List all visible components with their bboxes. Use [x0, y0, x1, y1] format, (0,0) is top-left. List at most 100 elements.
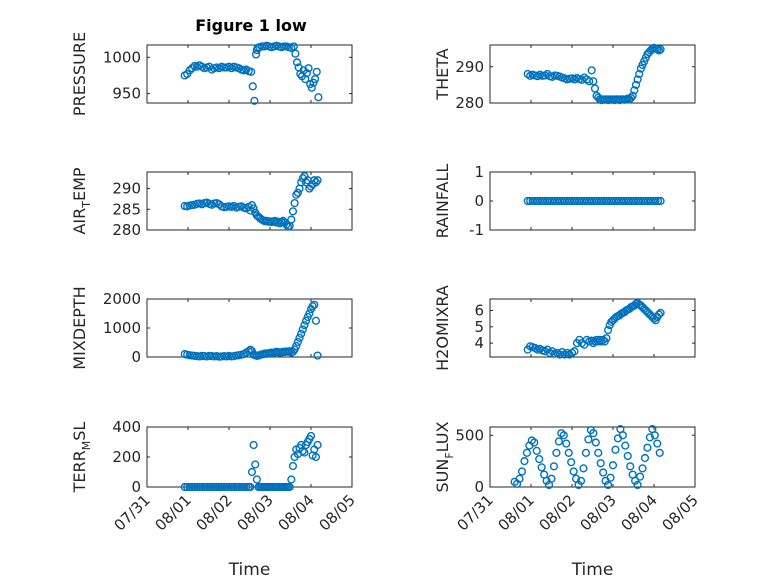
data-point: [298, 325, 307, 334]
data-point: [628, 91, 637, 100]
data-point: [522, 448, 532, 457]
data-point: [626, 462, 635, 471]
data-point: [288, 207, 298, 216]
data-point: [577, 75, 586, 84]
data-series: [180, 41, 323, 105]
data-point: [311, 452, 321, 462]
data-point: [287, 475, 296, 484]
y-tick-label: 280: [455, 94, 484, 112]
data-point: [310, 300, 319, 309]
data-point: [305, 309, 314, 318]
data-point: [603, 480, 613, 490]
data-point: [285, 347, 294, 356]
data-point: [655, 448, 664, 457]
data-point: [579, 464, 588, 473]
subplot-h2omixra: 456 H2OMIXRA: [433, 285, 696, 371]
y-tick-label: 1: [474, 163, 484, 181]
data-point: [623, 451, 632, 461]
data-point: [185, 66, 194, 75]
data-point: [589, 77, 598, 86]
data-point: [287, 215, 296, 224]
y-axis-label: THETA: [433, 48, 452, 100]
data-point: [569, 467, 578, 476]
data-point: [554, 437, 563, 446]
data-point: [638, 464, 647, 473]
data-series: [510, 424, 664, 490]
data-point: [246, 482, 255, 492]
data-point: [555, 350, 564, 359]
y-axis-label: SUNFLUX: [433, 421, 456, 492]
data-point: [304, 64, 313, 73]
y-axis-label: TERRMSL: [70, 422, 93, 494]
y-tick-label: 4: [474, 334, 484, 352]
y-tick-label: 0: [131, 478, 141, 496]
data-point: [301, 316, 311, 325]
data-series: [180, 172, 322, 231]
data-point: [288, 461, 298, 471]
y-tick-label: 2000: [103, 290, 141, 308]
data-point: [515, 474, 524, 483]
y-tick-label: 950: [112, 85, 141, 103]
data-point: [645, 433, 655, 442]
data-point: [247, 67, 256, 76]
data-point: [602, 334, 611, 343]
data-point: [589, 429, 598, 438]
data-point: [297, 329, 306, 338]
data-point: [306, 431, 316, 441]
data-point: [313, 351, 322, 360]
y-axis-label: H2OMIXRA: [433, 285, 452, 371]
y-axis-label: PRESSURE: [70, 32, 89, 116]
data-point: [311, 178, 321, 187]
data-point: [567, 458, 576, 467]
data-point: [581, 448, 591, 457]
data-point: [527, 436, 536, 445]
data-point: [252, 475, 261, 484]
data-point: [574, 480, 583, 490]
data-point: [249, 204, 258, 213]
data-point: [587, 66, 596, 75]
data-point: [656, 45, 665, 54]
data-point: [626, 93, 636, 103]
data-series: [523, 43, 665, 105]
data-point: [552, 448, 561, 457]
data-point: [557, 429, 566, 438]
y-tick-label: 6: [474, 301, 484, 319]
data-point: [631, 476, 640, 485]
data-point: [591, 438, 600, 447]
data-point: [635, 69, 644, 79]
y-tick-label: 290: [455, 58, 484, 76]
data-point: [300, 448, 309, 457]
data-point: [640, 453, 650, 463]
data-point: [251, 460, 260, 469]
y-tick-label: 0: [474, 478, 484, 496]
data-point: [611, 445, 620, 454]
data-point: [570, 347, 579, 356]
data-point: [547, 474, 556, 483]
y-tick-label: 280: [112, 221, 141, 239]
data-point: [562, 439, 571, 448]
y-axis-label: AIRTEMP: [70, 167, 93, 234]
data-point: [558, 347, 567, 357]
data-point: [310, 176, 319, 185]
data-point: [584, 435, 593, 444]
y-tick-label: 1000: [103, 48, 141, 66]
data-point: [532, 446, 541, 455]
data-point: [535, 454, 544, 464]
data-point: [312, 67, 321, 76]
data-point: [603, 325, 613, 335]
y-tick-label: 1000: [103, 319, 141, 337]
data-point: [248, 82, 257, 91]
data-point: [599, 468, 608, 477]
data-point: [289, 42, 298, 51]
y-tick-label: 500: [455, 426, 484, 444]
data-point: [517, 467, 527, 476]
data-point: [293, 188, 302, 197]
data-point: [650, 431, 659, 440]
data-point: [247, 467, 257, 477]
data-point: [306, 182, 316, 191]
data-point: [631, 80, 641, 89]
data-point: [188, 64, 197, 73]
data-point: [242, 482, 251, 492]
